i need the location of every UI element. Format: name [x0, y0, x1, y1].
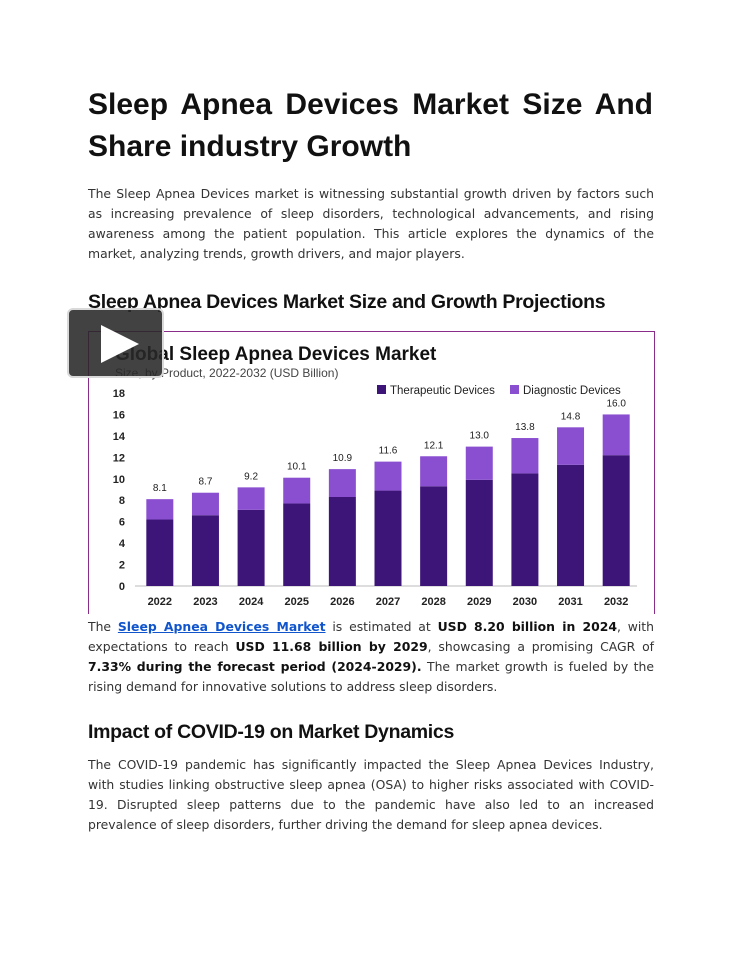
bar-diagnostic — [146, 499, 174, 520]
bar-therapeutic — [374, 490, 402, 586]
bar-therapeutic — [191, 515, 219, 586]
bar-diagnostic — [420, 456, 448, 487]
intro-paragraph: The Sleep Apnea Devices market is witnes… — [88, 186, 654, 261]
x-tick-label: 2031 — [558, 596, 582, 608]
bar-diagnostic — [511, 438, 539, 474]
x-tick-label: 2025 — [284, 596, 308, 608]
bar-therapeutic — [283, 503, 311, 586]
x-tick-label: 2023 — [193, 596, 217, 608]
market-report-link[interactable]: Sleep Apnea Devices Market — [117, 619, 326, 634]
bar-diagnostic — [283, 477, 311, 504]
bar-total-label: 13.8 — [515, 422, 535, 433]
text-run: The — [88, 619, 118, 634]
legend-swatch — [510, 385, 519, 394]
market-chart-figure: Global Sleep Apnea Devices Market Size, b… — [88, 331, 655, 614]
bar-total-label: 13.0 — [470, 431, 490, 442]
x-tick-label: 2027 — [376, 596, 400, 608]
y-tick-label: 16 — [113, 409, 125, 421]
bar-therapeutic — [328, 497, 356, 586]
x-tick-label: 2032 — [604, 596, 628, 608]
legend-label: Diagnostic Devices — [523, 385, 621, 397]
value-2024: USD 8.20 billion in 2024 — [437, 619, 617, 634]
cagr-value: 7.33% during the forecast period (2024-2… — [88, 659, 422, 674]
y-tick-label: 14 — [113, 431, 126, 443]
bar-therapeutic — [557, 464, 585, 586]
bar-total-label: 12.1 — [424, 440, 444, 451]
x-tick-label: 2026 — [330, 596, 354, 608]
bar-total-label: 10.1 — [287, 462, 307, 473]
x-tick-label: 2024 — [239, 596, 264, 608]
x-tick-label: 2030 — [513, 596, 537, 608]
bar-total-label: 16.0 — [606, 398, 626, 409]
text-run: is estimated at — [325, 619, 438, 634]
bar-therapeutic — [237, 509, 265, 586]
bar-total-label: 10.9 — [333, 453, 353, 464]
value-2029: USD 11.68 billion by 2029 — [235, 639, 428, 654]
x-tick-label: 2029 — [467, 596, 491, 608]
y-tick-label: 10 — [113, 474, 125, 486]
chart-title: Global Sleep Apnea Devices Market — [115, 344, 437, 365]
section-heading-market-size: Sleep Apnea Devices Market Size and Grow… — [88, 291, 606, 313]
x-tick-label: 2022 — [148, 596, 172, 608]
play-button[interactable] — [67, 308, 164, 378]
text-run: , showcasing a promising CAGR of — [427, 639, 655, 654]
bar-diagnostic — [237, 487, 265, 510]
legend-label: Therapeutic Devices — [390, 385, 495, 397]
bar-total-label: 8.1 — [153, 483, 167, 494]
bar-diagnostic — [374, 461, 402, 491]
chart-subtitle: Size, by Product, 2022-2032 (USD Billion… — [115, 366, 338, 380]
bar-total-label: 9.2 — [244, 471, 258, 482]
bar-diagnostic — [557, 427, 585, 465]
y-tick-label: 2 — [119, 560, 125, 572]
y-tick-label: 4 — [119, 538, 126, 550]
bar-diagnostic — [191, 492, 219, 516]
market-estimate-paragraph: The Sleep Apnea Devices Market is estima… — [88, 617, 654, 697]
y-tick-label: 18 — [113, 388, 125, 400]
bar-therapeutic — [602, 455, 630, 586]
bar-therapeutic — [465, 479, 493, 586]
document-title: Sleep Apnea Devices Market Size And Shar… — [88, 88, 653, 163]
bar-diagnostic — [328, 469, 356, 498]
bar-total-label: 14.8 — [561, 411, 581, 422]
text-run: , with expectations to reach — [88, 619, 655, 654]
bar-therapeutic — [511, 473, 539, 586]
y-tick-label: 12 — [113, 452, 125, 464]
play-icon — [101, 325, 139, 363]
legend-swatch — [377, 385, 386, 394]
bar-therapeutic — [146, 519, 174, 586]
y-tick-label: 8 — [119, 495, 125, 507]
x-tick-label: 2028 — [421, 596, 445, 608]
section-heading-covid: Impact of COVID-19 on Market Dynamics — [88, 721, 454, 743]
covid-paragraph: The COVID-19 pandemic has significantly … — [88, 757, 654, 832]
text-run: The market growth is fueled by the risin… — [88, 659, 654, 694]
bar-diagnostic — [602, 414, 630, 456]
bar-total-label: 8.7 — [199, 477, 213, 488]
bar-total-label: 11.6 — [379, 446, 398, 457]
bar-therapeutic — [420, 486, 448, 586]
y-tick-label: 0 — [119, 581, 125, 593]
y-tick-label: 6 — [119, 517, 125, 529]
bar-diagnostic — [465, 446, 493, 480]
